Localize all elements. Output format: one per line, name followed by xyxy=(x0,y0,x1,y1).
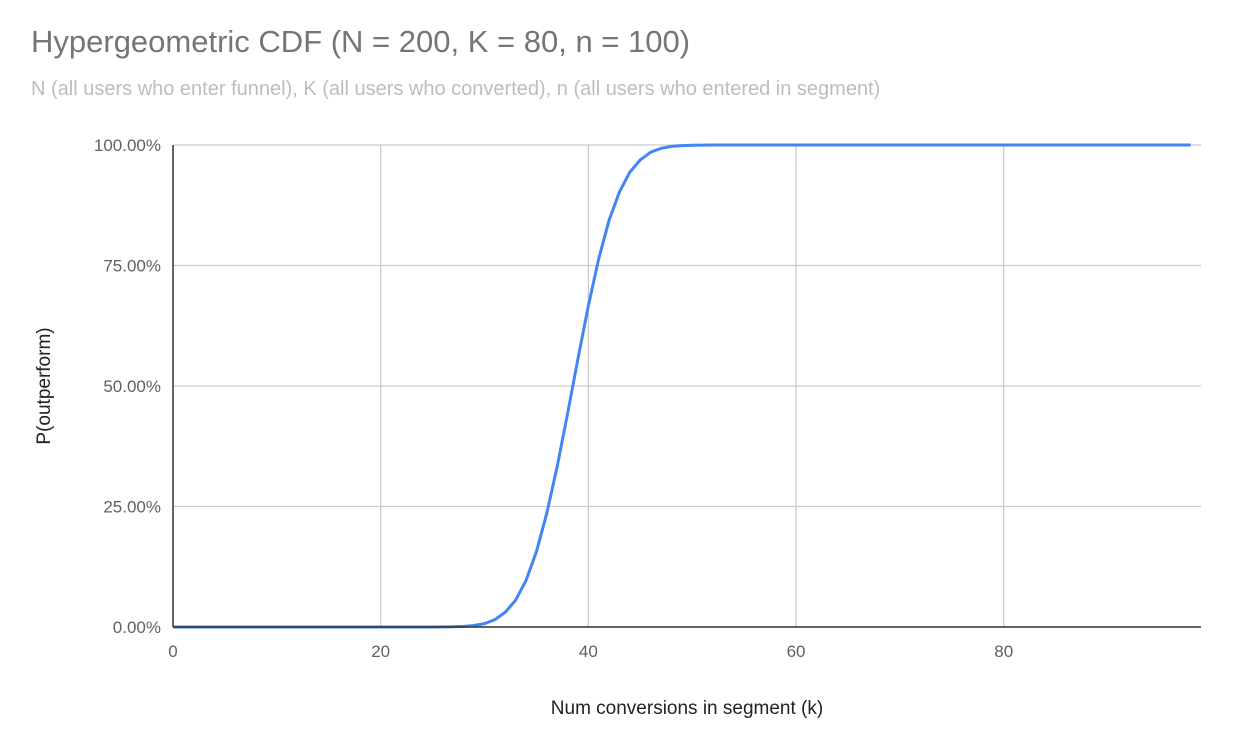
x-tick-label: 0 xyxy=(168,642,177,661)
y-tick-label: 100.00% xyxy=(94,136,161,155)
y-tick-label: 50.00% xyxy=(103,377,161,396)
chart-subtitle: N (all users who enter funnel), K (all u… xyxy=(31,78,881,100)
y-axis-label: P(outperform) xyxy=(34,327,55,444)
x-axis-label: Num conversions in segment (k) xyxy=(551,698,823,719)
chart-title: Hypergeometric CDF (N = 200, K = 80, n =… xyxy=(31,24,691,59)
x-tick-label: 20 xyxy=(371,642,390,661)
x-tick-label: 60 xyxy=(787,642,806,661)
x-tick-label: 80 xyxy=(994,642,1013,661)
x-tick-label: 40 xyxy=(579,642,598,661)
y-tick-label: 25.00% xyxy=(103,498,161,517)
y-tick-label: 75.00% xyxy=(103,257,161,276)
y-tick-label: 0.00% xyxy=(113,618,161,637)
